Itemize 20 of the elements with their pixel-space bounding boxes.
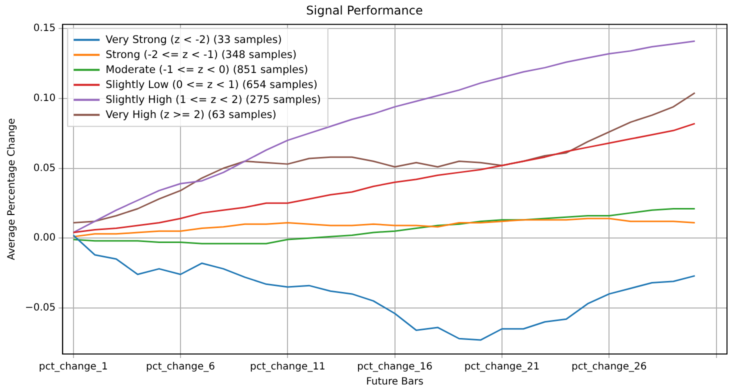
y-tick-label: 0.10 [33,93,56,104]
legend-label: Very High (z >= 2) (63 samples) [106,109,276,122]
x-tick-label: pct_change_6 [146,362,215,373]
legend-label: Slightly Low (0 <= z < 1) (654 samples) [106,79,318,92]
x-tick-label: pct_change_16 [357,362,432,373]
x-tick-label: pct_change_21 [464,362,540,373]
y-axis-title: Average Percentage Change [6,118,18,260]
y-tick-label: 0.05 [33,162,56,174]
y-tick-label: −0.05 [24,302,56,314]
legend-label: Strong (-2 <= z < -1) (348 samples) [106,49,297,62]
chart-title: Signal Performance [306,3,423,18]
y-tick-label: 0.15 [33,23,56,34]
legend-label: Moderate (-1 <= z < 0) (851 samples) [106,64,308,76]
legend-label: Very Strong (z < -2) (33 samples) [106,34,282,46]
legend-label: Slightly High (1 <= z < 2) (275 samples) [106,94,321,106]
x-tick-label: pct_change_1 [38,362,108,373]
x-axis-title: Future Bars [366,376,424,388]
x-tick-label: pct_change_26 [571,362,647,373]
x-tick-label: pct_change_11 [250,362,326,373]
y-tick-label: 0.00 [33,232,56,244]
